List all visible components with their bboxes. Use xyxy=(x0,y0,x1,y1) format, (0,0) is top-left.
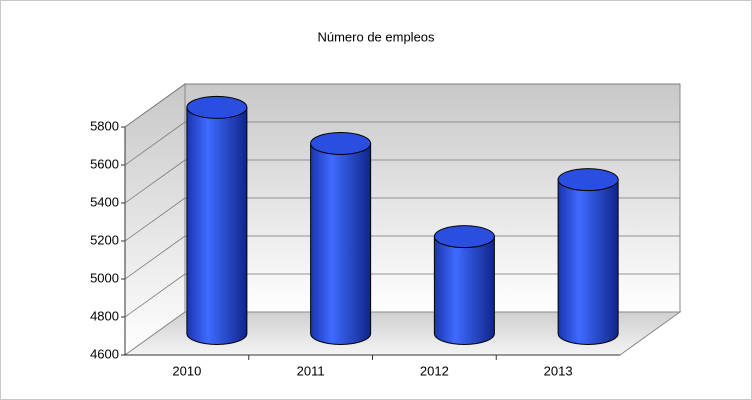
x-tick-label: 2011 xyxy=(297,363,325,378)
grid-line xyxy=(124,273,680,318)
bar xyxy=(433,225,495,345)
grid-line xyxy=(124,197,680,242)
grid-line xyxy=(124,159,680,204)
x-tick-label: 2013 xyxy=(544,363,573,378)
y-tick-label: 4800 xyxy=(90,308,119,323)
y-tick-label: 5400 xyxy=(90,194,119,209)
chart-title: Número de empleos xyxy=(317,29,435,44)
grid-line xyxy=(124,83,680,128)
x-tick-label: 2012 xyxy=(420,363,449,378)
grid-line xyxy=(124,235,680,280)
y-tick-label: 5800 xyxy=(90,118,119,133)
grid-line xyxy=(124,121,680,166)
y-tick-label: 5600 xyxy=(90,156,119,171)
bar xyxy=(310,132,372,345)
y-tick-label: 5000 xyxy=(90,270,119,285)
y-tick-label: 4600 xyxy=(90,346,119,361)
bar xyxy=(186,95,248,345)
y-tick-label: 5200 xyxy=(90,232,119,247)
x-tick-label: 2010 xyxy=(172,363,201,378)
bar xyxy=(557,168,619,345)
